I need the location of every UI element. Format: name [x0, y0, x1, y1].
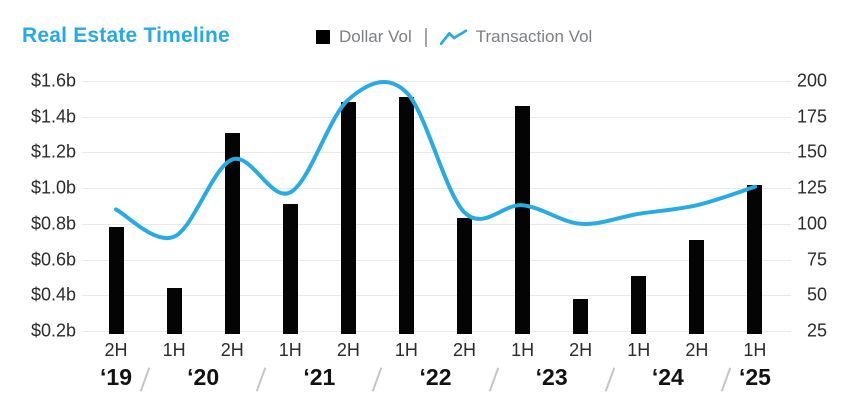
right-axis-tick-label: 100	[796, 213, 827, 234]
period-label: 2H	[104, 340, 128, 360]
right-axis-tick-label: 175	[796, 106, 827, 127]
left-axis-tick-label: $1.4b	[30, 106, 76, 127]
year-label: ‘22	[419, 364, 452, 390]
period-label: 1H	[511, 340, 535, 360]
left-axis-tick-label: $1.0b	[30, 177, 76, 198]
year-separator-slash	[604, 367, 615, 392]
right-axis-tick-label: 50	[806, 284, 827, 305]
left-axis-tick-label: $0.2b	[30, 320, 76, 341]
chart-title: Real Estate Timeline	[22, 24, 230, 47]
left-axis-tick-label: $0.8b	[30, 213, 76, 234]
right-axis-tick-label: 150	[796, 141, 827, 162]
period-label: 1H	[162, 340, 186, 360]
year-label: ‘21	[303, 364, 336, 390]
dollar-vol-bar	[747, 184, 763, 334]
left-axis-tick-label: $1.6b	[30, 70, 76, 91]
dollar-vol-bar	[340, 102, 356, 334]
year-axis-labels: ‘19 ‘20 ‘21 ‘22 ‘23 ‘24 ‘25	[87, 364, 784, 396]
plot-area	[82, 68, 791, 334]
left-axis: $1.6b $1.4b $1.2b $1.0b $0.8b $0.6b $0.4b $0.2b	[12, 68, 76, 341]
year-label: ‘23	[535, 364, 568, 390]
dollar-vol-bar	[166, 288, 182, 334]
dollar-vol-bar	[398, 97, 414, 334]
year-label: ‘19	[100, 364, 133, 390]
dollar-vol-bar	[457, 218, 473, 334]
transaction-vol-line-path	[114, 80, 757, 241]
year-separator-slash	[488, 367, 499, 392]
year-label: ‘25	[738, 364, 771, 390]
left-axis-tick-label: $0.4b	[30, 284, 76, 305]
left-axis-tick-label: $0.6b	[30, 249, 76, 269]
transaction-vol-line	[114, 80, 757, 241]
right-axis-tick-label: 75	[806, 249, 827, 269]
period-label: 2H	[569, 340, 593, 360]
dollar-vol-bar	[224, 132, 240, 334]
right-axis-tick-label: 25	[806, 320, 827, 341]
year-label: ‘20	[187, 364, 220, 390]
year-separator-slash	[372, 367, 383, 392]
transaction-vol-line-icon	[439, 28, 467, 45]
right-axis: 200 175 150 125 100 75 50 25	[783, 68, 827, 341]
dollar-vol-bar	[282, 204, 298, 334]
legend-divider	[424, 27, 427, 47]
gridline	[82, 116, 791, 118]
period-label: 2H	[220, 340, 244, 360]
gridline	[82, 223, 791, 225]
gridline	[82, 81, 791, 82]
period-label: 2H	[336, 340, 360, 360]
year-separator-slash	[139, 367, 151, 392]
gridline	[82, 295, 791, 297]
period-label: 1H	[278, 340, 302, 360]
dollar-vol-legend-label: Dollar Vol	[339, 27, 412, 46]
dollar-vol-bar	[631, 275, 647, 334]
dollar-vol-bar	[515, 105, 531, 334]
period-label: 1H	[743, 340, 767, 360]
dollar-vol-swatch-icon	[316, 30, 330, 44]
dollar-vol-bar	[108, 227, 124, 334]
left-axis-tick-label: $1.2b	[30, 141, 76, 162]
gridline	[82, 259, 791, 261]
dollar-vol-bar	[689, 239, 705, 334]
year-label: ‘24	[651, 364, 684, 390]
transaction-vol-legend-label: Transaction Vol	[475, 27, 593, 46]
period-axis-labels: 2H 1H 2H 1H 2H 1H 2H 1H 2H 1H 2H 1H	[87, 340, 784, 361]
period-label: 2H	[685, 340, 709, 360]
right-axis-tick-label: 200	[796, 70, 827, 91]
right-axis-tick-label: 125	[796, 177, 827, 198]
gridline	[82, 330, 791, 332]
chart-legend: Dollar Vol Transaction Vol	[316, 27, 592, 47]
dollar-vol-bar	[573, 298, 589, 334]
period-label: 1H	[627, 340, 651, 360]
year-separator-slash	[720, 367, 732, 392]
period-label: 1H	[394, 340, 418, 360]
gridline	[82, 188, 791, 190]
year-separator-slash	[256, 367, 267, 392]
period-label: 2H	[453, 340, 477, 360]
